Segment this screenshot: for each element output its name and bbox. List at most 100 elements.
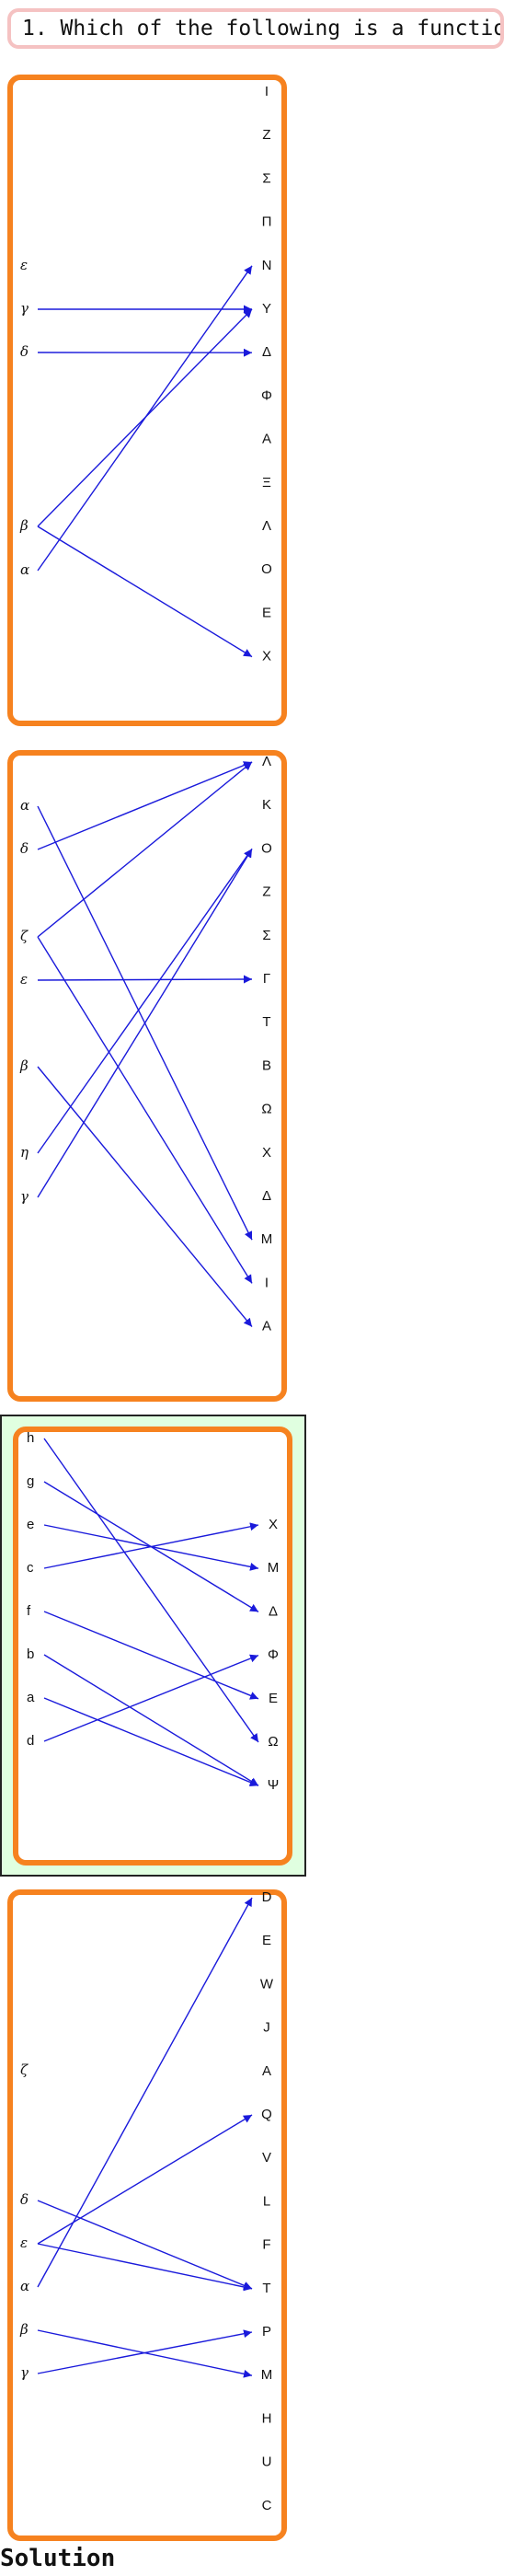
codomain-label: M	[261, 2367, 273, 2383]
domain-label: γ	[20, 2364, 29, 2381]
codomain-label: M	[261, 1231, 273, 1247]
diagram-panel-2[interactable]	[7, 750, 287, 1402]
domain-label: a	[27, 1690, 35, 1705]
diagram-panel-4[interactable]	[7, 1889, 287, 2541]
domain-label: β	[19, 1057, 29, 1074]
diagram-panel-3[interactable]	[13, 1427, 292, 1866]
domain-label: e	[27, 1517, 34, 1532]
codomain-label: X	[262, 649, 271, 664]
domain-label: α	[20, 2278, 29, 2294]
codomain-label: Γ	[263, 971, 270, 987]
domain-label: d	[27, 1733, 34, 1749]
arrow-ε-to-Q	[37, 2114, 253, 2245]
codomain-label: Δ	[262, 1188, 271, 1204]
codomain-label: M	[268, 1560, 280, 1576]
domain-label: c	[27, 1560, 34, 1576]
domain-label: g	[27, 1473, 34, 1489]
codomain-label: Δ	[269, 1603, 278, 1619]
diagram-4: ζ δ ε α β γ D E W J A Q V L F T P M H U C	[19, 1889, 274, 2513]
codomain-label: X	[262, 1145, 271, 1161]
domain-label: h	[27, 1430, 34, 1446]
domain-label: b	[27, 1646, 34, 1662]
codomain-label: P	[262, 2324, 271, 2339]
diagram-1: ε γ δ β α I Z Σ Π N Y Δ Φ A Ξ Λ O E X	[19, 84, 272, 664]
domain-label: δ	[20, 2191, 29, 2208]
codomain-label: D	[262, 1889, 272, 1905]
domain-label: f	[27, 1603, 31, 1619]
codomain-label: O	[261, 561, 272, 577]
domain-label: α	[20, 797, 29, 814]
domain-label: β	[19, 2321, 29, 2338]
codomain-label: A	[262, 432, 271, 447]
codomain-label: Z	[262, 884, 270, 900]
domain-label: α	[20, 561, 29, 578]
domain-label: ε	[20, 257, 28, 273]
codomain-label: F	[262, 2237, 270, 2253]
codomain-label: Y	[262, 301, 271, 317]
codomain-label: X	[269, 1517, 278, 1532]
codomain-label: Σ	[262, 170, 270, 186]
codomain-label: Λ	[262, 518, 271, 534]
codomain-label: Ω	[261, 1102, 271, 1117]
arrow-η-to-O	[37, 848, 253, 1154]
codomain-label: Π	[262, 214, 272, 230]
diagram-2: α δ ζ ε β η γ Λ K O Z Σ Γ T B Ω X Δ M I A	[19, 754, 272, 1334]
codomain-label: H	[262, 2410, 272, 2426]
domain-label: β	[19, 517, 29, 534]
codomain-label: A	[262, 2063, 271, 2079]
codomain-label: Ω	[268, 1734, 278, 1750]
codomain-label: E	[262, 1933, 271, 1948]
codomain-label: Z	[262, 127, 270, 143]
domain-label: η	[20, 1144, 29, 1161]
codomain-label: Q	[261, 2107, 272, 2122]
codomain-label: V	[262, 2150, 271, 2166]
solution-label: Solution	[0, 2545, 116, 2572]
domain-label: δ	[20, 840, 29, 857]
codomain-label: Φ	[268, 1647, 279, 1663]
codomain-label: C	[262, 2498, 272, 2513]
codomain-label: W	[260, 1976, 274, 1992]
domain-label: ζ	[20, 928, 29, 944]
arrow-α-to-D	[37, 1897, 253, 2288]
domain-label: ε	[20, 2235, 28, 2251]
codomain-label: J	[263, 2020, 270, 2036]
arrow-d-to-Φ	[43, 1654, 259, 1742]
codomain-label: Φ	[261, 387, 272, 403]
domain-label: γ	[20, 300, 29, 317]
codomain-label: Ξ	[262, 475, 271, 491]
codomain-label: E	[269, 1691, 278, 1706]
diagram-panel-1[interactable]	[7, 75, 287, 726]
arrow-ζ-to-I	[37, 936, 253, 1284]
question-text: 1. Which of the following is a function:	[7, 8, 504, 49]
codomain-label: T	[262, 1014, 270, 1030]
codomain-label: Σ	[262, 928, 270, 943]
codomain-label: N	[262, 258, 272, 273]
arrow-α-to-N	[37, 265, 253, 572]
codomain-label: T	[262, 2281, 270, 2296]
codomain-label: O	[261, 840, 272, 856]
domain-label: γ	[20, 1188, 29, 1205]
arrow-h-to-Ω	[43, 1438, 259, 1743]
codomain-label: Δ	[262, 344, 271, 360]
arrow-ζ-to-Λ	[37, 761, 253, 938]
diagram-3: h g e c f b a d X M Δ Φ E Ω Ψ	[27, 1430, 279, 1793]
arrow-β-to-X	[37, 526, 253, 658]
arrow-ε-to-Γ	[37, 975, 253, 984]
codomain-label: I	[265, 1275, 269, 1290]
codomain-label: B	[262, 1057, 271, 1073]
arrow-δ-to-Λ	[37, 761, 253, 850]
codomain-label: Λ	[262, 754, 271, 769]
arrow-a-to-Ψ	[43, 1697, 259, 1786]
codomain-label: L	[263, 2193, 270, 2209]
arrow-γ-to-O	[37, 849, 253, 1198]
codomain-label: U	[262, 2455, 272, 2470]
domain-label: ζ	[20, 2062, 29, 2078]
arrow-c-to-X	[43, 1522, 259, 1569]
arrow-δ-to-T	[37, 2200, 253, 2290]
domain-label: ε	[20, 971, 28, 988]
codomain-label: A	[262, 1319, 271, 1334]
arrow-γ-to-P	[37, 2329, 253, 2374]
arrow-f-to-E	[43, 1611, 259, 1700]
arrow-b-to-Ψ	[43, 1654, 259, 1786]
